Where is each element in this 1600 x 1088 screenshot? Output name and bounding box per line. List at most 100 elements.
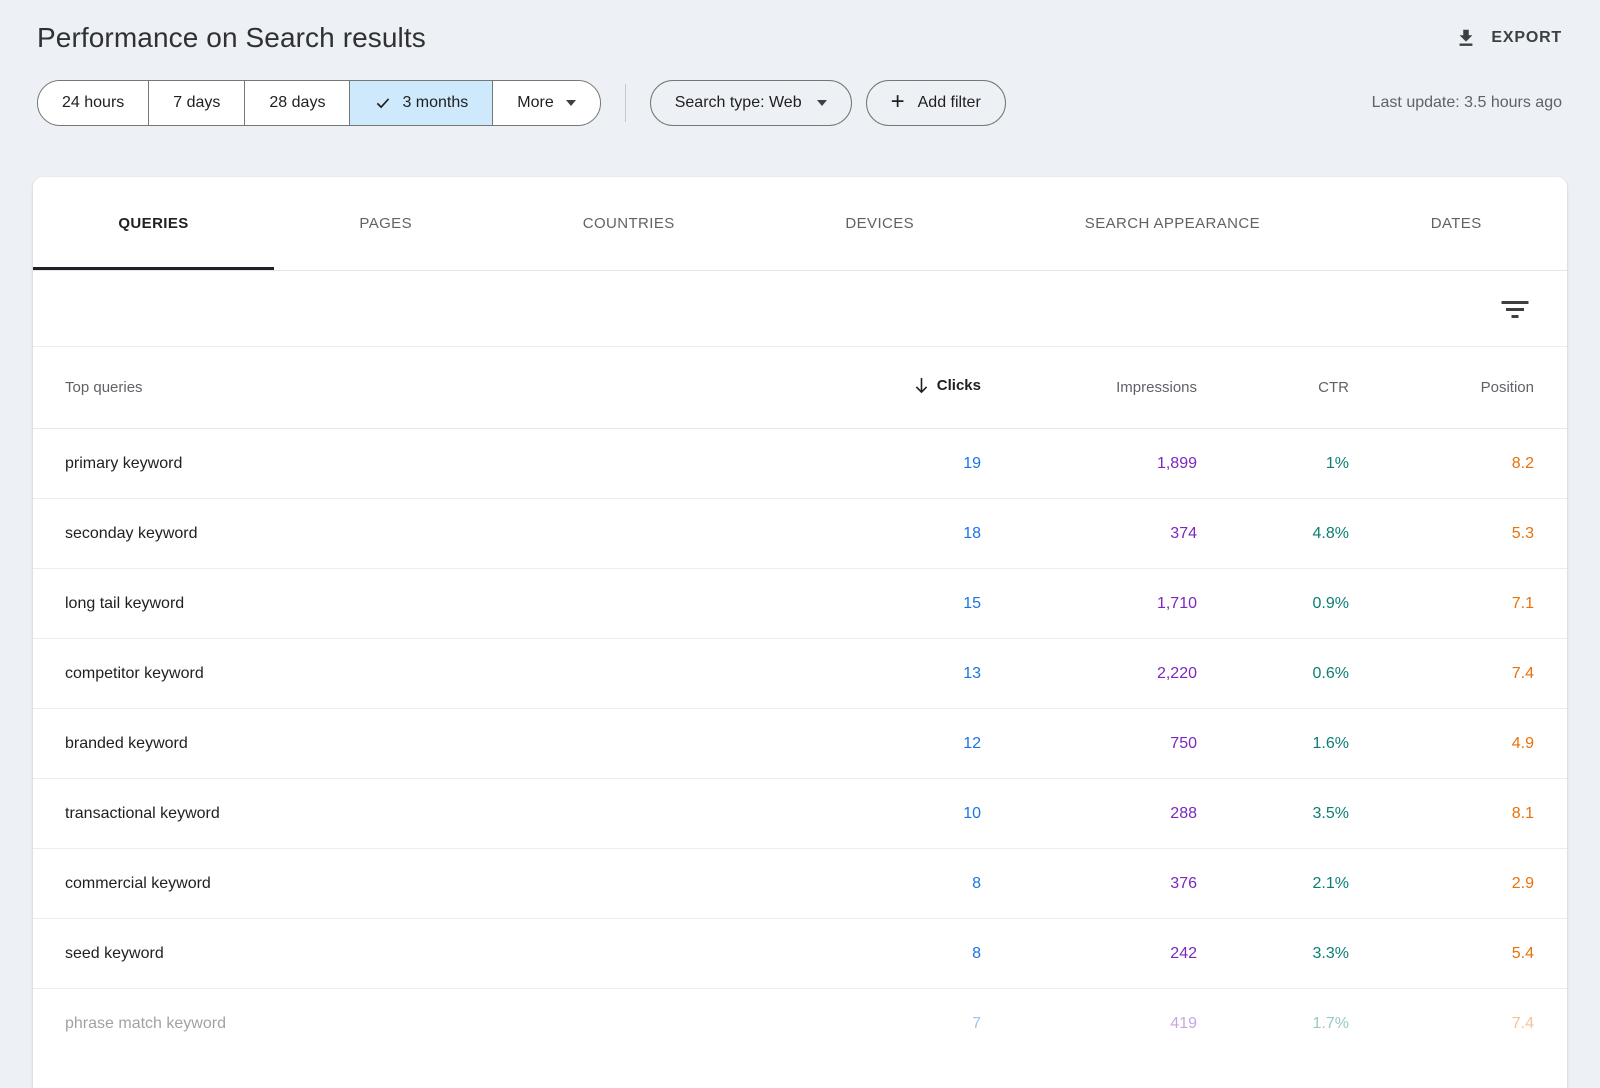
page-title: Performance on Search results (37, 22, 426, 54)
impressions-cell: 419 (981, 1015, 1197, 1033)
search-type-label: Search type: Web (675, 94, 802, 112)
table-row[interactable]: transactional keyword 10 288 3.5% 8.1 (33, 779, 1567, 849)
last-update-text: Last update: 3.5 hours ago (1372, 94, 1562, 112)
query-cell: commercial keyword (65, 875, 831, 893)
impressions-cell: 288 (981, 805, 1197, 823)
position-cell: 8.2 (1349, 455, 1534, 473)
tab-label: DEVICES (845, 215, 914, 232)
ctr-cell: 1% (1197, 455, 1349, 473)
ctr-cell: 3.3% (1197, 945, 1349, 963)
tab-label: COUNTRIES (583, 215, 675, 232)
clicks-header-label: Clicks (937, 377, 981, 394)
clicks-cell: 15 (831, 595, 981, 613)
clicks-cell: 8 (831, 875, 981, 893)
vertical-divider (625, 84, 626, 122)
impressions-cell: 1,710 (981, 595, 1197, 613)
tab-label: SEARCH APPEARANCE (1085, 215, 1260, 232)
download-icon (1455, 27, 1477, 49)
query-cell: primary keyword (65, 455, 831, 473)
position-cell: 5.4 (1349, 945, 1534, 963)
date-range-7-days[interactable]: 7 days (148, 81, 244, 125)
dimension-tabs: QUERIES PAGES COUNTRIES DEVICES SEARCH A… (33, 177, 1567, 271)
table-row[interactable]: phrase match keyword 7 419 1.7% 7.4 (33, 989, 1567, 1059)
tab-devices[interactable]: DEVICES (760, 177, 999, 270)
export-label: EXPORT (1491, 29, 1562, 47)
add-filter-button[interactable]: + Add filter (866, 80, 1006, 126)
tab-search-appearance[interactable]: SEARCH APPEARANCE (999, 177, 1345, 270)
table-row[interactable]: seconday keyword 18 374 4.8% 5.3 (33, 499, 1567, 569)
clicks-cell: 7 (831, 1015, 981, 1033)
impressions-cell: 2,220 (981, 665, 1197, 683)
tab-label: QUERIES (118, 215, 188, 232)
position-cell: 2.9 (1349, 875, 1534, 893)
column-header-ctr[interactable]: CTR (1197, 379, 1349, 396)
query-cell: phrase match keyword (65, 1015, 831, 1033)
chevron-down-icon (817, 100, 827, 106)
date-range-label: 24 hours (62, 94, 124, 112)
date-range-label: 28 days (269, 94, 325, 112)
tab-label: PAGES (359, 215, 412, 232)
table-row[interactable]: commercial keyword 8 376 2.1% 2.9 (33, 849, 1567, 919)
date-range-label: 3 months (402, 94, 468, 112)
clicks-cell: 8 (831, 945, 981, 963)
table-row[interactable]: primary keyword 19 1,899 1% 8.2 (33, 429, 1567, 499)
table-header-row: Top queries Clicks Impressions CTR Posit… (33, 347, 1567, 429)
impressions-cell: 750 (981, 735, 1197, 753)
column-header-position[interactable]: Position (1349, 379, 1534, 396)
ctr-cell: 1.6% (1197, 735, 1349, 753)
date-range-24-hours[interactable]: 24 hours (38, 81, 148, 125)
position-cell: 8.1 (1349, 805, 1534, 823)
clicks-cell: 19 (831, 455, 981, 473)
date-range-more-button[interactable]: More (492, 81, 599, 125)
position-cell: 7.1 (1349, 595, 1534, 613)
tab-pages[interactable]: PAGES (274, 177, 497, 270)
table-row[interactable]: branded keyword 12 750 1.6% 4.9 (33, 709, 1567, 779)
export-button[interactable]: EXPORT (1455, 27, 1562, 49)
date-range-28-days[interactable]: 28 days (244, 81, 349, 125)
table-row[interactable]: long tail keyword 15 1,710 0.9% 7.1 (33, 569, 1567, 639)
sort-desc-icon (914, 377, 929, 394)
ctr-cell: 1.7% (1197, 1015, 1349, 1033)
clicks-cell: 10 (831, 805, 981, 823)
position-cell: 4.9 (1349, 735, 1534, 753)
filter-rows-icon[interactable] (1501, 298, 1529, 320)
position-cell: 7.4 (1349, 665, 1534, 683)
query-cell: competitor keyword (65, 665, 831, 683)
search-type-dropdown[interactable]: Search type: Web (650, 80, 852, 126)
more-label: More (517, 94, 553, 112)
position-cell: 5.3 (1349, 525, 1534, 543)
column-header-clicks[interactable]: Clicks (914, 377, 981, 394)
table-body: primary keyword 19 1,899 1% 8.2 seconday… (33, 429, 1567, 1059)
ctr-cell: 3.5% (1197, 805, 1349, 823)
tab-label: DATES (1431, 215, 1482, 232)
report-card: QUERIES PAGES COUNTRIES DEVICES SEARCH A… (33, 177, 1567, 1088)
ctr-cell: 4.8% (1197, 525, 1349, 543)
clicks-cell: 18 (831, 525, 981, 543)
table-row[interactable]: competitor keyword 13 2,220 0.6% 7.4 (33, 639, 1567, 709)
date-range-3-months[interactable]: 3 months (349, 81, 492, 125)
query-cell: seed keyword (65, 945, 831, 963)
clicks-cell: 13 (831, 665, 981, 683)
ctr-cell: 2.1% (1197, 875, 1349, 893)
clicks-cell: 12 (831, 735, 981, 753)
tab-countries[interactable]: COUNTRIES (497, 177, 760, 270)
chevron-down-icon (566, 100, 576, 106)
date-range-label: 7 days (173, 94, 220, 112)
query-cell: branded keyword (65, 735, 831, 753)
query-cell: long tail keyword (65, 595, 831, 613)
date-range-group: 24 hours 7 days 28 days 3 months More (37, 80, 601, 126)
ctr-cell: 0.9% (1197, 595, 1349, 613)
tab-queries[interactable]: QUERIES (33, 177, 274, 270)
column-header-impressions[interactable]: Impressions (981, 379, 1197, 396)
add-filter-label: Add filter (918, 94, 981, 112)
check-icon (374, 94, 392, 112)
query-cell: seconday keyword (65, 525, 831, 543)
tab-dates[interactable]: DATES (1345, 177, 1567, 270)
impressions-cell: 376 (981, 875, 1197, 893)
position-cell: 7.4 (1349, 1015, 1534, 1033)
impressions-cell: 1,899 (981, 455, 1197, 473)
impressions-cell: 374 (981, 525, 1197, 543)
column-header-top-queries[interactable]: Top queries (65, 379, 831, 396)
table-row[interactable]: seed keyword 8 242 3.3% 5.4 (33, 919, 1567, 989)
ctr-cell: 0.6% (1197, 665, 1349, 683)
